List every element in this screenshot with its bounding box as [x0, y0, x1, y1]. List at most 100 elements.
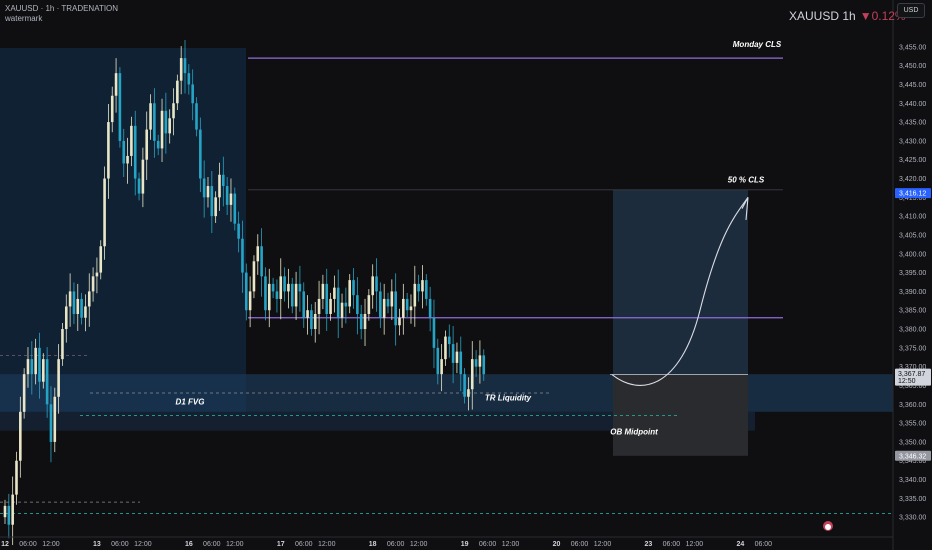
candle-body — [356, 295, 359, 314]
candle-body — [191, 84, 194, 104]
x-tick-label: 16 — [185, 541, 193, 548]
candle-body — [267, 283, 271, 311]
candle-body — [103, 178, 106, 247]
y-tick-label: 3,445.00 — [899, 82, 926, 89]
candle-body — [417, 283, 420, 292]
candle-body — [279, 276, 283, 299]
candle-body — [118, 73, 122, 141]
candle-body — [11, 494, 14, 525]
candle-body — [244, 272, 248, 311]
x-tick-label: 12:00 — [686, 541, 704, 548]
candle-body — [470, 359, 474, 390]
target-zone — [613, 189, 748, 375]
y-tick-label: 3,410.00 — [899, 214, 926, 221]
candle-body — [321, 283, 325, 299]
candle-body — [229, 193, 233, 205]
candle-body — [176, 80, 179, 104]
candle-body — [394, 291, 397, 326]
candle-body — [30, 359, 34, 375]
candle-body — [61, 329, 64, 360]
candle-body — [183, 58, 187, 74]
candle-body — [375, 276, 378, 292]
y-tick-label: 3,415.00 — [899, 195, 926, 202]
x-tick-label: 12:00 — [42, 541, 60, 548]
y-tick-label: 3,455.00 — [899, 44, 926, 51]
y-tick-label: 3,450.00 — [899, 63, 926, 70]
stop-zone — [613, 374, 748, 456]
candle-body — [164, 110, 168, 134]
candle-body — [367, 295, 371, 314]
candle-body — [57, 359, 60, 397]
candle-body — [447, 336, 451, 345]
candle-body — [122, 140, 126, 164]
y-tick-label: 3,395.00 — [899, 270, 926, 277]
candle-body — [84, 306, 87, 318]
annotation-label: 50 % CLS — [728, 175, 765, 184]
candle-body — [478, 355, 482, 367]
y-tick-label: 3,340.00 — [899, 477, 926, 484]
y-tick-label: 3,380.00 — [899, 327, 926, 334]
candle-body — [405, 298, 409, 311]
candle-body — [287, 283, 290, 292]
y-tick-label: 3,400.00 — [899, 251, 926, 258]
candle-body — [214, 197, 217, 217]
y-tick-label: 3,385.00 — [899, 308, 926, 315]
price-tag-box — [895, 450, 931, 461]
candle-body — [298, 283, 302, 292]
candle-body — [459, 351, 463, 375]
candle-body — [99, 246, 103, 273]
candle-body — [310, 310, 313, 330]
candle-body — [344, 302, 348, 307]
candle-body — [302, 291, 306, 318]
candle-body — [22, 374, 26, 412]
price-tag-box — [895, 188, 931, 199]
candle-body — [436, 347, 440, 375]
x-tick-label: 06:00 — [571, 541, 589, 548]
projection-arrowhead — [741, 197, 749, 220]
candle-body — [153, 103, 156, 141]
y-tick-label: 3,335.00 — [899, 496, 926, 503]
candle-body — [413, 283, 417, 307]
candle-body — [210, 186, 214, 217]
x-tick-label: 19 — [461, 541, 469, 548]
y-tick-label: 3,440.00 — [899, 101, 926, 108]
candle-body — [130, 125, 133, 156]
current-price-tag — [895, 368, 931, 386]
candle-body — [68, 291, 72, 307]
candle-body — [463, 374, 466, 397]
candle-body — [87, 291, 91, 307]
candle-body — [402, 298, 405, 318]
candle-body — [467, 389, 470, 397]
y-tick-label: 3,405.00 — [899, 232, 926, 239]
candle-body — [187, 73, 191, 85]
x-tick-label: 06:00 — [295, 541, 313, 548]
y-tick-label: 3,350.00 — [899, 439, 926, 446]
candle-body — [386, 298, 390, 307]
candle-body — [275, 291, 279, 299]
candle-body — [336, 287, 340, 318]
candle-body — [283, 276, 286, 292]
candle-body — [114, 73, 118, 96]
candle-body — [202, 178, 206, 198]
candle-body — [45, 359, 49, 405]
y-tick-label: 3,430.00 — [899, 138, 926, 145]
annotation-label: Monday CLS — [733, 40, 782, 49]
x-tick-label: 20 — [553, 541, 561, 548]
candle-body — [444, 336, 447, 360]
annotation-label: D1 FVG — [176, 397, 205, 406]
x-tick-label: 06:00 — [203, 541, 221, 548]
x-tick-label: 23 — [645, 541, 653, 548]
candle-body — [317, 298, 321, 314]
candle-body — [110, 95, 114, 123]
candle-body — [218, 174, 221, 198]
candle-body — [340, 302, 344, 318]
candle-body — [172, 103, 175, 119]
currency-button[interactable]: USD — [897, 3, 925, 18]
candle-body — [290, 283, 294, 307]
x-tick-label: 24 — [736, 541, 744, 548]
candle-body — [382, 298, 386, 318]
candle-body — [264, 276, 267, 311]
y-tick-label: 3,355.00 — [899, 421, 926, 428]
x-tick-label: 12:00 — [594, 541, 612, 548]
